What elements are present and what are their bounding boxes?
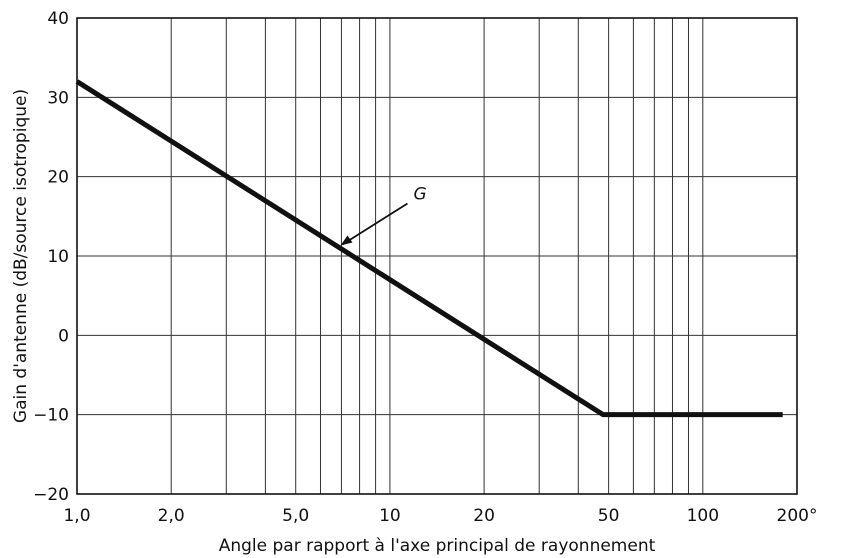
x-tick-label: 200° (777, 506, 818, 526)
grid (77, 18, 797, 494)
annotations: G (340, 184, 427, 246)
x-tick-label: 1,0 (63, 506, 90, 526)
plot-frame (76, 17, 798, 495)
y-axis-label: Gain d'antenne (dB/source isotropique) (11, 89, 31, 423)
annotation-label: G (413, 184, 426, 204)
y-tick-label: 40 (47, 9, 69, 29)
series-line-G (75, 79, 783, 418)
x-tick-label: 100 (687, 506, 719, 526)
y-tick-label: −10 (33, 406, 69, 426)
y-tick-label: 10 (47, 247, 69, 267)
y-tick-label: 0 (58, 326, 69, 346)
annotation-arrowhead (340, 235, 353, 246)
y-tick-label: 20 (47, 168, 69, 188)
y-tick-label: 30 (47, 88, 69, 108)
y-tick-label: −20 (33, 485, 69, 505)
x-tick-label: 5,0 (282, 506, 309, 526)
x-axis-label: Angle par rapport à l'axe principal de r… (219, 536, 656, 556)
x-tick-label: 10 (379, 506, 401, 526)
y-tick-labels: −20 −10 0 10 20 30 40 (33, 9, 69, 505)
x-tick-label: 50 (598, 506, 620, 526)
series (75, 79, 783, 418)
x-tick-label: 2,0 (158, 506, 185, 526)
x-tick-label: 20 (473, 506, 495, 526)
annotation-leader (341, 202, 408, 246)
x-tick-labels: 1,0 2,0 5,0 10 20 50 100 200° (63, 506, 817, 526)
